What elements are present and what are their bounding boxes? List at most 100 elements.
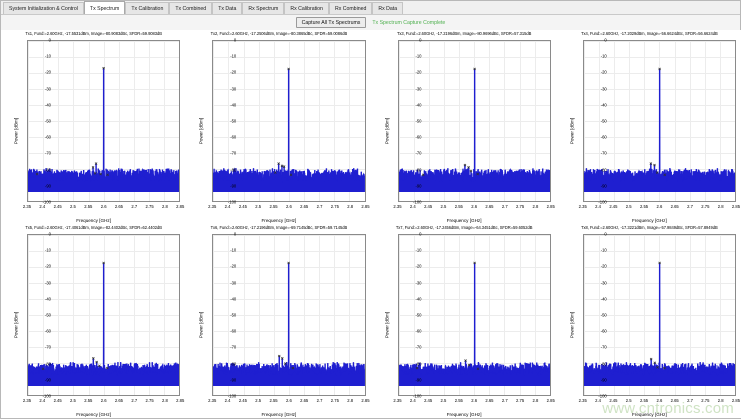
x-tick-label: 2.45 (238, 203, 247, 209)
spectrum-trace-tx3 (399, 41, 550, 192)
panel-title-tx4: Tx4, Fund:=2.60GHz, -17.2029dBm, Image=-… (581, 31, 718, 36)
tab-rx-combined[interactable]: Rx Combined (328, 2, 373, 14)
x-axis-label-tx4: Frequency [GHz] (632, 218, 667, 223)
gridline-vertical (349, 41, 351, 201)
x-axis-label-tx1: Frequency [GHz] (76, 218, 111, 223)
gridline-vertical (43, 235, 45, 395)
y-tick-label: -20 (415, 263, 422, 269)
y-tick-label: -60 (230, 134, 237, 140)
gridline-vertical (273, 41, 275, 201)
tab-rx-calibration[interactable]: Rx Calibration (284, 2, 329, 14)
gridline-vertical (583, 235, 585, 395)
y-tick-label: -30 (415, 280, 422, 286)
tab-rx-spectrum[interactable]: Rx Spectrum (242, 2, 285, 14)
y-axis-label-tx8: Power [dBm] (569, 311, 575, 339)
plot-area-tx6: Power [dBm] Frequency [GHz] 0 -10 -20 -30 -40 -… (186, 232, 371, 418)
x-tick-label: 2.5 (625, 203, 632, 209)
y-tick-label: -90 (600, 183, 607, 189)
x-axis-label-tx3: Frequency [GHz] (446, 218, 482, 223)
y-tick-label: -50 (600, 118, 607, 124)
tab-tx-combined[interactable]: Tx Combined (169, 2, 213, 14)
x-tick-label: 2.8 (717, 203, 724, 209)
spectrum-panel-tx3: Tx3, Fund:=2.60GHz, -17.2196dBm, Image=-… (371, 30, 557, 224)
y-tick-label: 0 (233, 37, 237, 43)
x-axis-label-tx8: Frequency [GHz] (632, 412, 667, 417)
gridline-vertical (443, 235, 445, 395)
x-tick-label: 2.8 (347, 203, 354, 209)
gridline-vertical (273, 235, 275, 395)
x-tick-label: 2.55 (454, 397, 463, 403)
x-tick-label: 2.7 (316, 203, 323, 209)
plot-area-tx7: Power [dBm] Frequency [GHz] 0 -10 -20 -30 -40 -… (372, 232, 557, 418)
y-tick-label: -80 (600, 167, 607, 173)
x-tick-label: 2.65 (300, 397, 309, 403)
y-axis-label-tx4: Power [dBm] (569, 117, 575, 145)
x-tick-label: 2.45 (238, 397, 247, 403)
y-tick-label: -20 (600, 69, 607, 75)
gridline-vertical (213, 41, 215, 201)
y-tick-label: 0 (419, 231, 422, 237)
gridline-vertical (398, 235, 400, 395)
y-axis-label-tx7: Power [dBm] (384, 311, 390, 339)
x-tick-label: 2.75 (701, 203, 710, 209)
tab-tx-calibration[interactable]: Tx Calibration (125, 2, 170, 14)
x-tick-label: 2.45 (609, 397, 618, 403)
gridline-vertical (689, 41, 691, 201)
x-axis-label-tx2: Frequency [GHz] (261, 218, 297, 223)
x-tick-label: 2.6 (285, 203, 292, 209)
tab-tx-data[interactable]: Tx Data (212, 2, 243, 14)
x-tick-label: 2.7 (131, 397, 138, 403)
x-tick-label: 2.6 (285, 397, 292, 403)
y-axis-label-tx1: Power [dBm] (13, 117, 19, 145)
gridline-vertical (88, 41, 90, 201)
y-tick-label: -100 (227, 199, 237, 205)
spectrum-trace-tx6 (213, 235, 364, 386)
x-tick-label: 2.75 (145, 397, 154, 403)
x-tick-label: 2.55 (454, 203, 463, 209)
x-tick-label: 2.4 (409, 397, 416, 403)
x-tick-label: 2.7 (316, 397, 323, 403)
x-axis-label-tx7: Frequency [GHz] (446, 412, 482, 417)
y-tick-label: -90 (600, 377, 607, 383)
y-tick-label: -90 (415, 183, 422, 189)
tick-layer-tx2: 0 -10 -20 -30 -40 -50 -60 -70 -80 -90 -100 2.35 2.4 2… (208, 37, 369, 209)
toolbar: Capture All Tx Spectrums Tx Spectrum Cap… (1, 15, 740, 30)
x-tick-label: 2.65 (485, 397, 494, 403)
x-tick-label: 2.75 (145, 203, 154, 209)
tab-tx-spectrum[interactable]: Tx Spectrum (83, 1, 126, 14)
tab-system-initialization-control[interactable]: System Initialization & Control (3, 2, 84, 14)
tick-layer-tx8: 0 -10 -20 -30 -40 -50 -60 -70 -80 -90 -100 2.35 2.4 2… (579, 232, 740, 403)
y-tick-label: -30 (230, 280, 237, 286)
gridline-vertical (583, 41, 585, 201)
y-tick-label: -50 (415, 118, 422, 124)
y-tick-label: -50 (44, 312, 51, 318)
gridline-vertical (88, 235, 90, 395)
gridline-vertical (258, 41, 260, 201)
x-tick-label: 2.4 (224, 397, 231, 403)
axes-tx7 (397, 234, 551, 396)
tab-rx-data[interactable]: Rx Data (372, 2, 404, 14)
capture-all-tx-spectrums-button[interactable]: Capture All Tx Spectrums (295, 17, 367, 28)
y-tick-label: -80 (415, 361, 422, 367)
y-tick-label: -20 (415, 69, 422, 75)
x-tick-label: 2.55 (84, 203, 93, 209)
gridline-vertical (614, 41, 615, 201)
y-axis-label-tx2: Power [dBm] (198, 117, 204, 145)
panel-title-tx6: Tx6, Fund:=2.60GHz, -17.2196dBm, Image=-… (210, 225, 348, 230)
y-tick-label: -40 (600, 296, 607, 302)
gridline-vertical (118, 235, 120, 395)
x-tick-label: 2.85 (546, 203, 555, 209)
gridline-vertical (304, 235, 305, 395)
x-tick-label: 2.8 (532, 397, 539, 403)
y-tick-label: -100 (598, 199, 607, 205)
gridline-vertical (28, 235, 29, 395)
gridline-vertical (704, 235, 706, 395)
tick-layer-tx6: 0 -10 -20 -30 -40 -50 -60 -70 -80 -90 -100 2.35 2.4 2… (208, 232, 369, 403)
x-tick-label: 2.8 (347, 397, 354, 403)
spectrum-panel-tx1: Tx1, Fund:=2.60GHz, -17.5531dBm, Image=-… (1, 30, 187, 224)
y-tick-label: -80 (415, 167, 422, 173)
y-tick-label: -50 (600, 312, 607, 318)
panel-title-tx2: Tx2, Fund:=2.60GHz, -17.2506dBm, Image=-… (210, 31, 348, 36)
panel-title-tx8: Tx8, Fund:=2.60GHz, -17.3221dBm, Image=-… (581, 225, 718, 230)
gridline-vertical (73, 235, 75, 395)
